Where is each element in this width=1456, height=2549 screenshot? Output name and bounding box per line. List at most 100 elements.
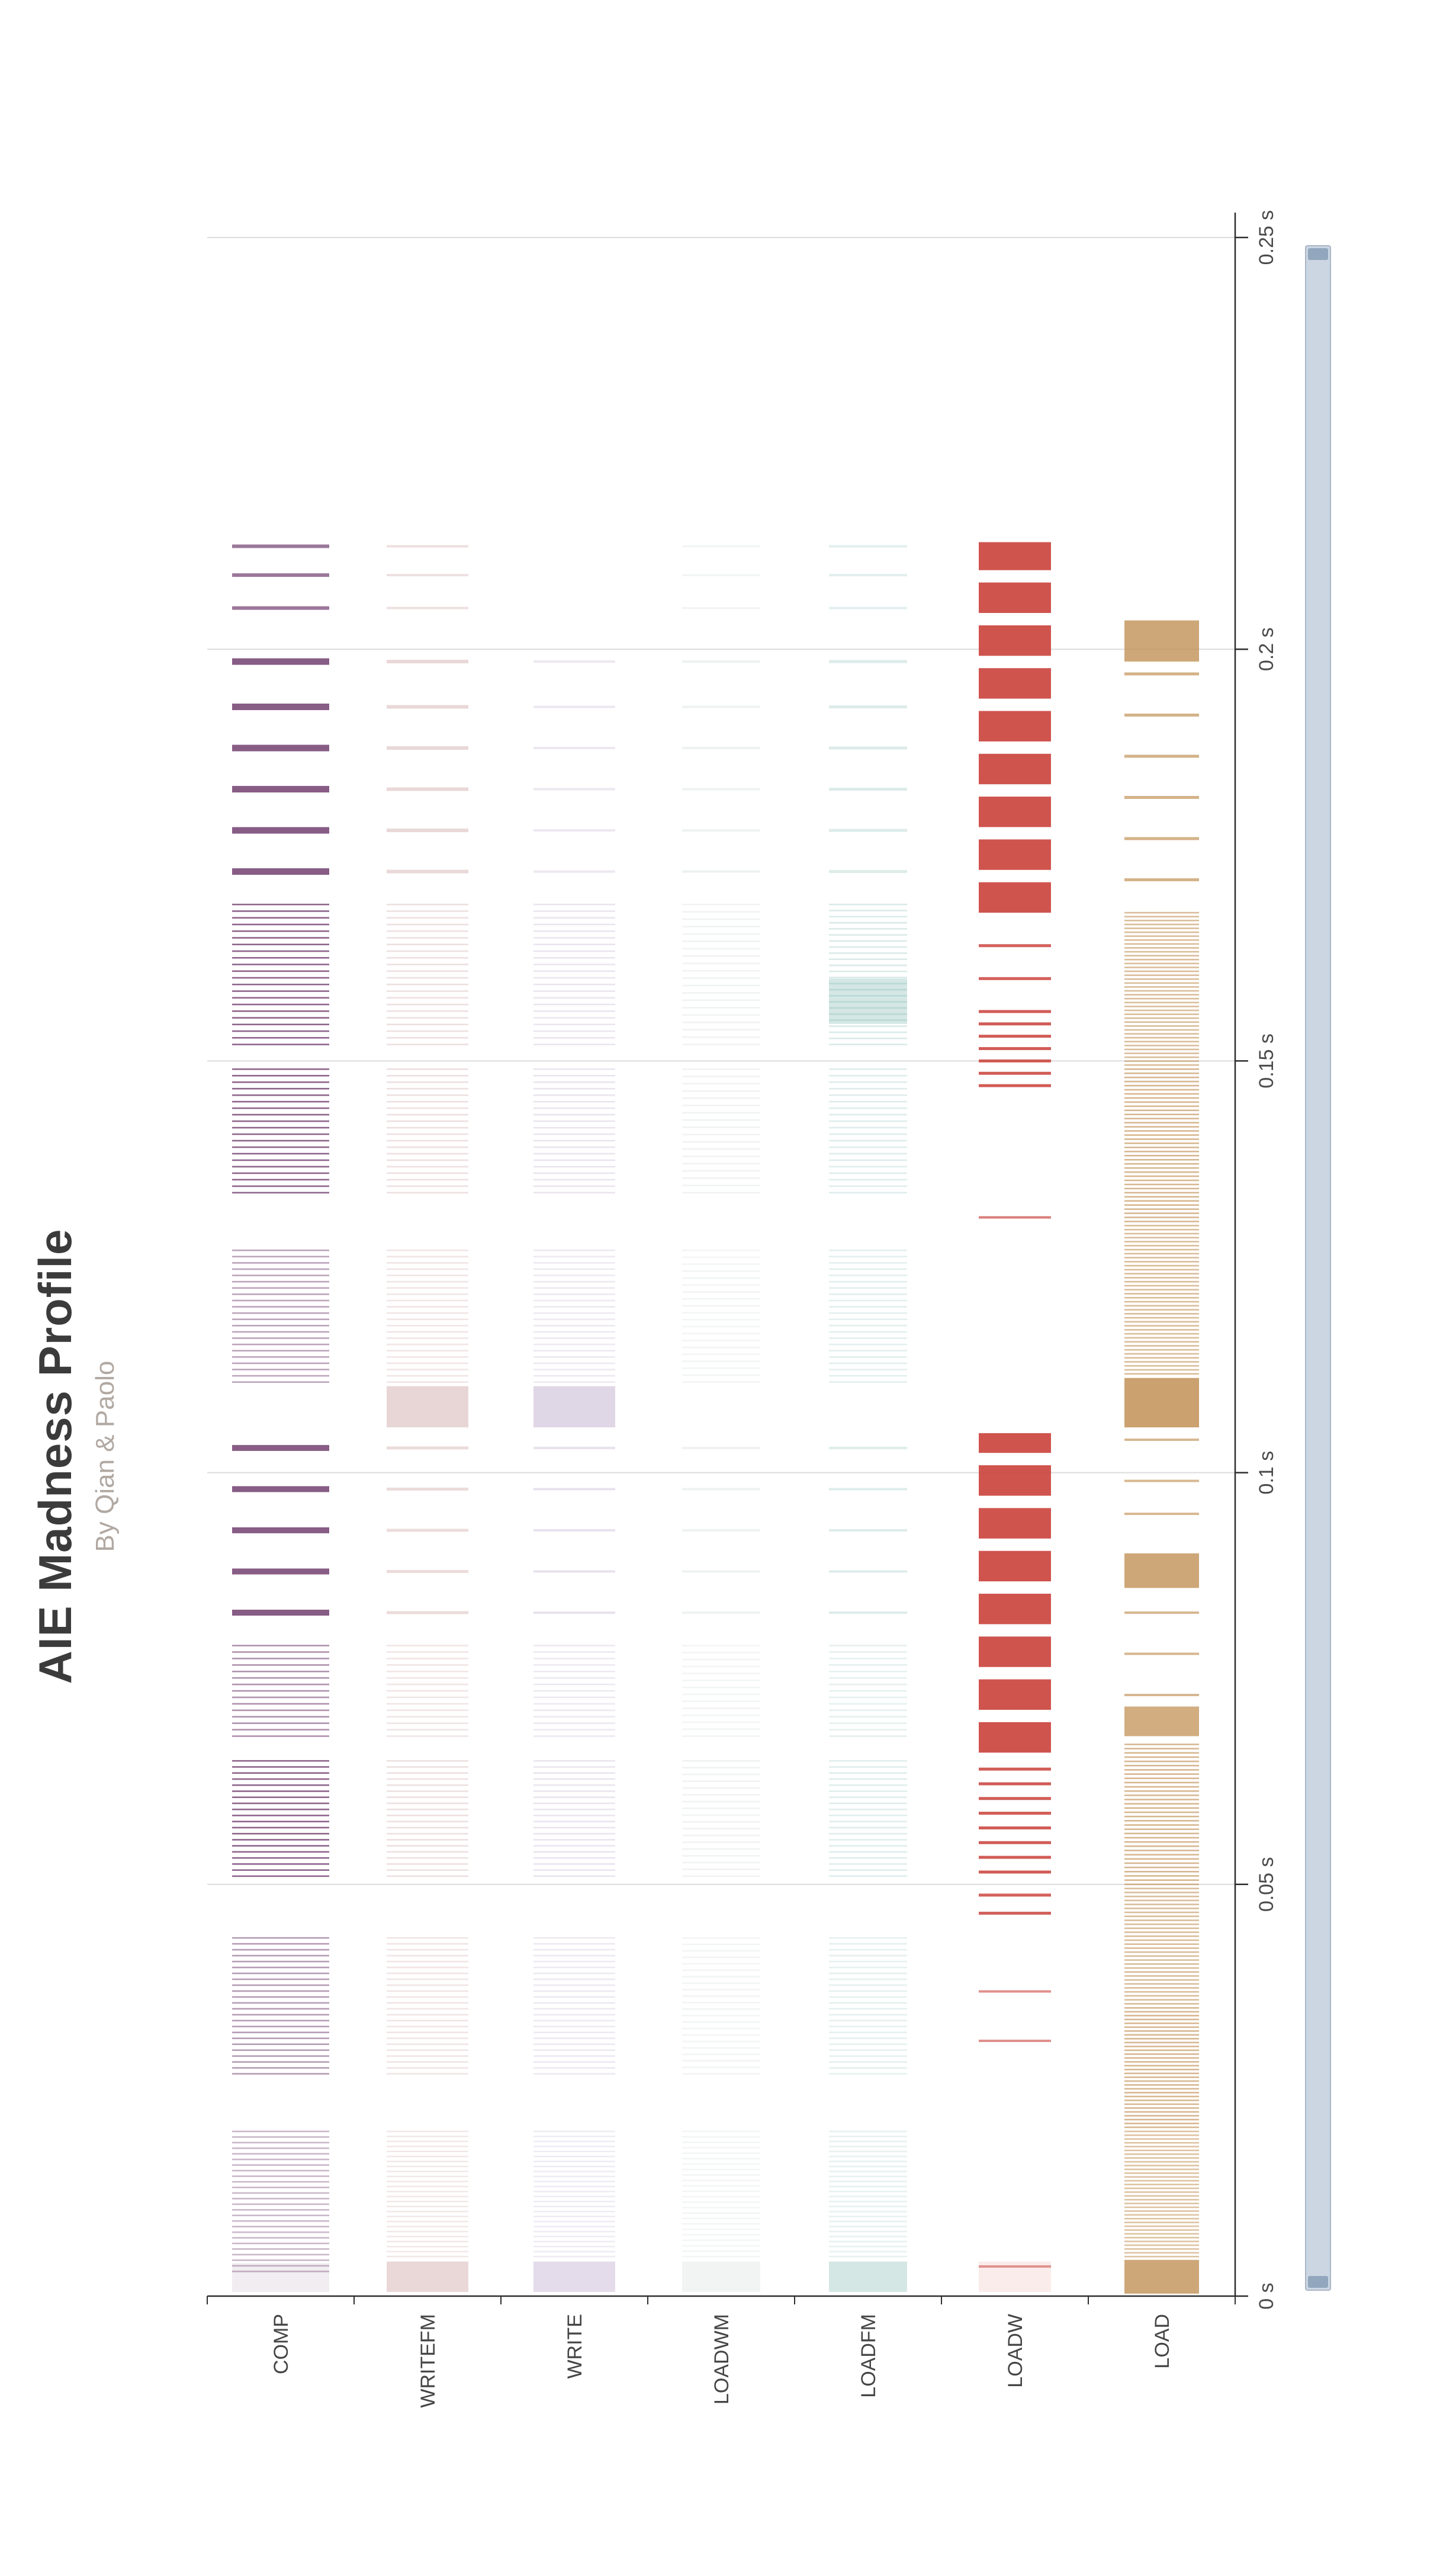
event-line — [682, 918, 760, 920]
event-line — [829, 1031, 907, 1033]
event-line — [1124, 1138, 1199, 1140]
event-line — [829, 910, 907, 911]
event-line — [1124, 1895, 1199, 1898]
event-line — [387, 1984, 468, 1986]
event-line — [682, 1192, 760, 1194]
track-label: LOADW — [1004, 2314, 1027, 2388]
event-line — [232, 1185, 329, 1187]
event-line — [387, 2191, 468, 2192]
track-label: COMP — [270, 2314, 293, 2374]
event-line — [682, 2136, 760, 2138]
event-bar — [979, 582, 1051, 614]
event-line — [232, 1107, 329, 1109]
event-bar — [979, 542, 1051, 570]
event-line — [1124, 1261, 1199, 1263]
event-line — [232, 1978, 329, 1980]
event-line — [682, 2021, 760, 2023]
event-line — [232, 2031, 329, 2034]
event-line — [387, 2185, 468, 2188]
event-line — [1124, 2065, 1199, 2067]
event-line — [829, 988, 907, 991]
event-bar — [829, 978, 907, 1024]
event-line — [1124, 1652, 1199, 1655]
event-line — [1124, 2095, 1199, 2098]
event-line — [1124, 2233, 1199, 2235]
event-line — [682, 1808, 760, 1809]
event-line — [232, 2169, 329, 2172]
event-line — [682, 1036, 760, 1038]
event-line — [387, 2002, 468, 2004]
event-line — [682, 1834, 760, 1837]
event-line — [682, 1126, 760, 1128]
event-line — [232, 1159, 329, 1161]
event-line — [682, 1068, 760, 1070]
event-line — [232, 1120, 329, 1122]
event-line — [1124, 1513, 1199, 1516]
time-range-scrollbar[interactable] — [1305, 245, 1331, 2291]
event-line — [979, 977, 1051, 980]
event-line — [387, 869, 468, 874]
scrollbar-end-handle[interactable] — [1308, 248, 1328, 260]
event-line — [533, 1172, 615, 1174]
scrollbar-start-handle[interactable] — [1308, 2276, 1328, 2288]
event-bar — [979, 1679, 1051, 1710]
event-line — [682, 1760, 760, 1762]
event-line — [533, 1488, 615, 1491]
event-line — [533, 2160, 615, 2162]
event-line — [533, 1984, 615, 1986]
event-line — [682, 948, 760, 950]
event-line — [533, 1331, 615, 1333]
event-line — [682, 2141, 760, 2143]
event-line — [232, 2049, 329, 2051]
event-bar — [979, 839, 1051, 870]
event-line — [387, 1821, 468, 1822]
event-line — [232, 1293, 329, 1295]
event-line — [1124, 1832, 1199, 1835]
event-line — [232, 1375, 329, 1377]
event-line — [829, 2240, 907, 2243]
event-line — [1124, 1871, 1199, 1873]
event-line — [682, 1270, 760, 1272]
event-line — [682, 2195, 760, 2198]
event-line — [1124, 994, 1199, 996]
event-line — [387, 1074, 468, 1077]
event-line — [232, 1709, 329, 1712]
event-line — [1124, 967, 1199, 968]
event-line — [232, 2270, 329, 2272]
event-line — [682, 1773, 760, 1776]
event-line — [387, 660, 468, 664]
event-line — [829, 1772, 907, 1774]
event-line — [829, 1815, 907, 1816]
event-line — [387, 1037, 468, 1039]
event-line — [829, 1802, 907, 1805]
event-line — [1124, 1309, 1199, 1311]
event-line — [533, 2140, 615, 2143]
event-line — [682, 1814, 760, 1816]
event-line — [232, 2061, 329, 2063]
event-line — [682, 2034, 760, 2036]
event-line — [533, 1966, 615, 1969]
event-line — [1124, 2240, 1199, 2242]
event-line — [829, 1038, 907, 1039]
event-line — [533, 1784, 615, 1786]
event-line — [829, 1735, 907, 1737]
event-line — [682, 1029, 760, 1031]
event-line — [1124, 1799, 1199, 1800]
event-line — [1124, 1919, 1199, 1921]
event-line — [829, 1722, 907, 1724]
event-line — [682, 2223, 760, 2225]
event-bar — [1124, 1706, 1199, 1736]
event-line — [533, 2014, 615, 2016]
event-line — [682, 2174, 760, 2176]
event-line — [829, 870, 907, 874]
event-line — [533, 1996, 615, 1998]
event-line — [387, 1716, 468, 1718]
event-line — [1124, 1824, 1199, 1826]
event-bar — [387, 2261, 468, 2293]
event-line — [533, 1274, 615, 1276]
event-line — [682, 574, 760, 576]
event-line — [682, 1943, 760, 1946]
event-line — [387, 1280, 468, 1283]
event-line — [387, 1087, 468, 1090]
event-line — [682, 1177, 760, 1179]
